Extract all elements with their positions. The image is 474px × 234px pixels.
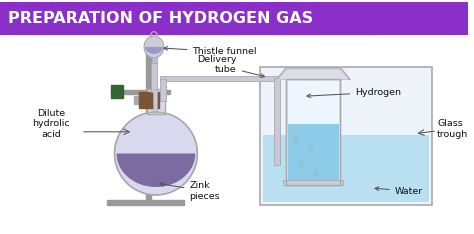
Bar (263, 135, 429, 202)
Bar (107, 200, 183, 205)
Bar (146, 47, 151, 200)
FancyBboxPatch shape (0, 2, 390, 35)
Bar (110, 85, 123, 98)
Bar (286, 80, 340, 185)
Bar (152, 51, 157, 63)
Bar (151, 63, 157, 92)
Bar (0, 2, 468, 35)
Polygon shape (278, 70, 348, 80)
Text: Water: Water (375, 186, 423, 196)
Polygon shape (276, 68, 350, 80)
Text: Zink
pieces: Zink pieces (160, 181, 220, 201)
Text: Thistle funnel: Thistle funnel (164, 47, 257, 56)
Text: Dilute
hydrolic
acid: Dilute hydrolic acid (33, 109, 70, 139)
Text: Glass
trough: Glass trough (437, 119, 468, 139)
Bar (110, 90, 170, 94)
Bar (0, 2, 346, 35)
Bar (139, 92, 159, 108)
Polygon shape (117, 154, 195, 187)
Bar (160, 80, 166, 101)
Bar (288, 124, 338, 183)
Bar (134, 96, 164, 104)
Bar (260, 67, 432, 205)
Text: PREPARATION OF HYDROGEN GAS: PREPARATION OF HYDROGEN GAS (8, 11, 313, 26)
Ellipse shape (144, 36, 164, 58)
Bar (274, 77, 280, 165)
Ellipse shape (115, 112, 197, 195)
Bar (286, 80, 340, 185)
Bar (160, 76, 278, 81)
Bar (288, 81, 338, 124)
Bar (147, 89, 165, 114)
Bar (153, 89, 157, 114)
Text: Hydrogen: Hydrogen (307, 88, 401, 98)
Polygon shape (145, 47, 163, 54)
Bar (283, 180, 344, 185)
Text: Delivery
tube: Delivery tube (197, 55, 264, 77)
